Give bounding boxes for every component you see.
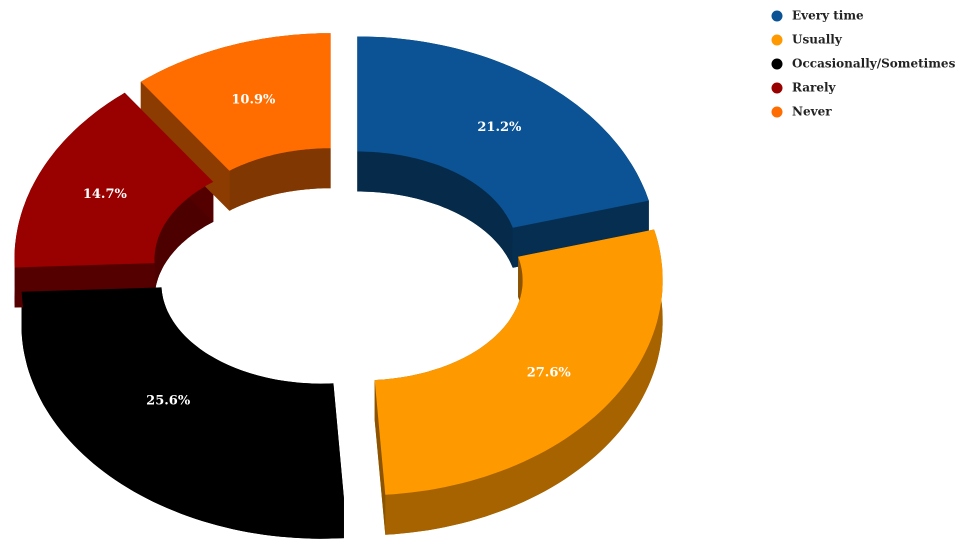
slice-inner-wall: [229, 148, 331, 211]
slice: [14, 92, 214, 268]
legend-label: Rarely: [792, 81, 837, 95]
legend-marker: [771, 58, 783, 70]
legend-marker: [771, 34, 783, 46]
slice: [140, 33, 331, 171]
slice: [21, 287, 344, 499]
legend-marker: [771, 10, 783, 22]
legend-marker: [771, 82, 783, 94]
slice-outer-wall: [385, 229, 663, 535]
value-label: 21.2%: [477, 120, 522, 135]
legend-marker: [771, 106, 783, 118]
legend-label: Every time: [792, 9, 864, 23]
legend-label: Occasionally/Sometimes: [792, 57, 956, 71]
slice-inner-wall: [154, 181, 214, 304]
legend: Every time Usually Occasionally/Sometimes R…: [771, 9, 956, 119]
value-label: 14.7%: [83, 187, 128, 202]
slice-outer-wall: [21, 291, 344, 539]
legend-label: Never: [792, 105, 832, 119]
slices: [14, 33, 663, 499]
legend-label: Usually: [792, 33, 843, 47]
slice: [357, 36, 649, 228]
slice-inner-wall: [357, 151, 513, 268]
value-labels: 21.2% 27.6% 25.6% 14.7% 10.9%: [83, 92, 572, 408]
value-label: 10.9%: [231, 92, 276, 107]
value-label: 25.6%: [146, 394, 191, 409]
slice: [374, 229, 663, 495]
slice-edge: [374, 380, 386, 535]
value-label: 27.6%: [527, 365, 572, 380]
